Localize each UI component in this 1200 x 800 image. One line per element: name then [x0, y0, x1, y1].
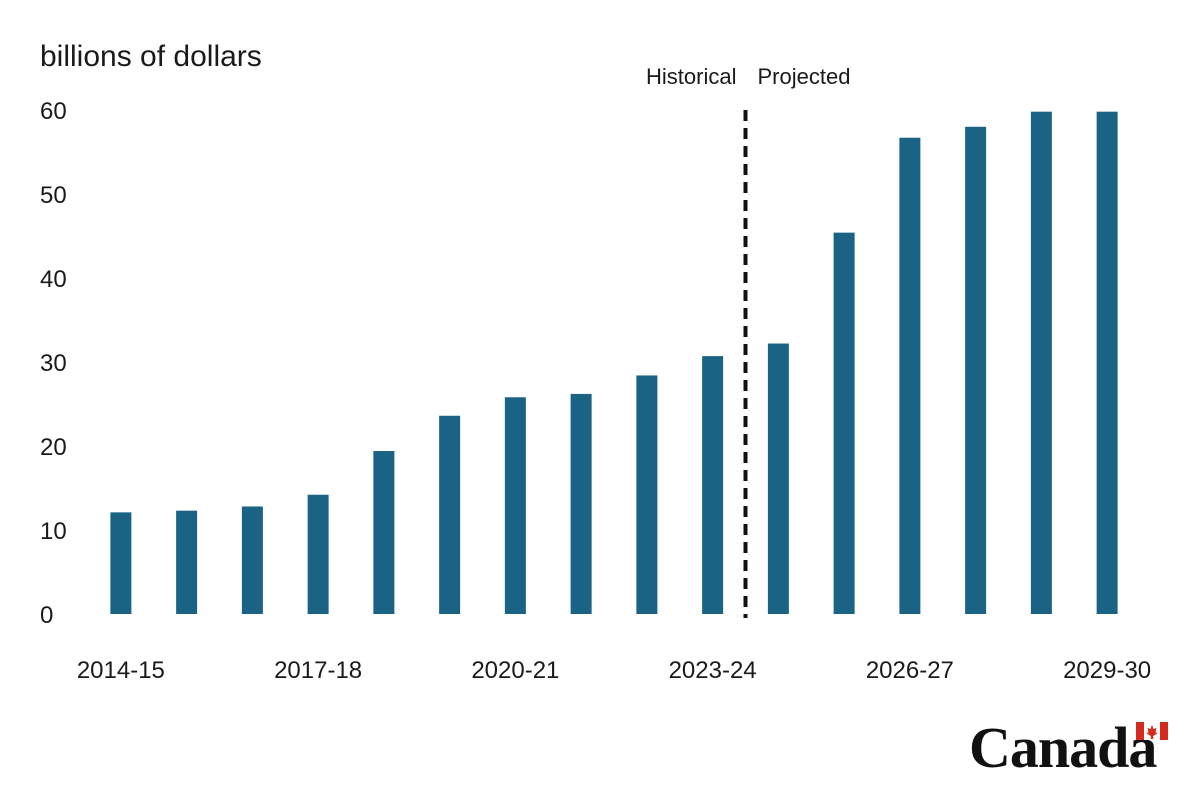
y-tick-label: 20	[40, 434, 67, 461]
bar	[767, 343, 789, 614]
y-tick-label: 40	[40, 266, 67, 293]
bar	[307, 494, 329, 614]
x-tick-label: 2014-15	[77, 657, 165, 684]
bar	[176, 510, 198, 614]
y-axis-label: billions of dollars	[40, 40, 262, 73]
canada-wordmark: Canada	[969, 715, 1168, 780]
historical-label: Historical	[646, 64, 736, 89]
y-tick-label: 50	[40, 182, 67, 209]
y-axis-ticks: 0 10 20 30 40 50 60	[40, 98, 67, 629]
bars	[110, 111, 1118, 615]
bar	[241, 506, 263, 614]
y-tick-label: 30	[40, 350, 67, 377]
bar	[702, 356, 724, 614]
x-tick-label: 2023-24	[669, 657, 757, 684]
projected-label: Projected	[758, 64, 851, 89]
x-tick-label: 2029-30	[1063, 657, 1151, 684]
bar	[504, 397, 526, 614]
bar	[570, 393, 592, 614]
bar	[965, 126, 987, 615]
canadian-flag-icon	[1136, 722, 1168, 740]
x-tick-label: 2017-18	[274, 657, 362, 684]
bar	[373, 451, 395, 614]
x-tick-label: 2020-21	[471, 657, 559, 684]
y-tick-label: 0	[40, 602, 53, 629]
bar	[833, 232, 855, 614]
bar	[110, 512, 132, 614]
x-tick-label: 2026-27	[866, 657, 954, 684]
bar	[439, 415, 461, 614]
y-tick-label: 10	[40, 518, 67, 545]
canada-wordmark-text: Canada	[969, 715, 1157, 780]
x-axis-ticks: 2014-15 2017-18 2020-21 2023-24 2026-27 2029-…	[77, 657, 1151, 684]
y-tick-label: 60	[40, 98, 67, 125]
bar	[1030, 111, 1052, 615]
bar	[636, 375, 658, 614]
bar	[1096, 111, 1118, 615]
bar	[899, 137, 921, 614]
